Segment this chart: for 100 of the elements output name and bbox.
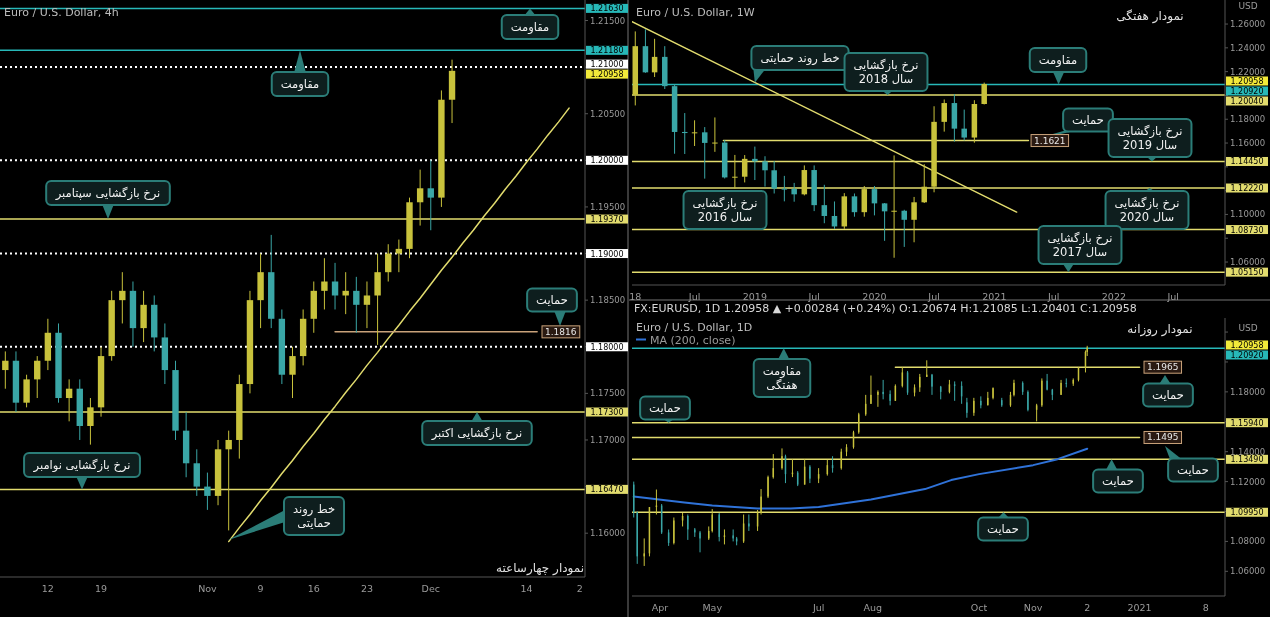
x-tick-label: Apr: [651, 601, 669, 613]
candlestick: [65, 378, 73, 422]
annotation: نرخ بازگشایی نوامبر: [32, 458, 131, 473]
text: 1.20958: [590, 69, 624, 79]
x-tick-label: May: [702, 601, 723, 613]
x-tick-label: 16: [307, 582, 320, 594]
annotation: حمایت: [536, 293, 568, 307]
y-tick-label: 1.22000: [1230, 66, 1266, 77]
y-tick-label: 1.18000: [1230, 386, 1266, 397]
candlestick: [140, 290, 147, 343]
text: نمودار هفتگی: [1116, 9, 1184, 24]
y-axis-title: USD: [1238, 1, 1258, 11]
candlestick: [193, 448, 200, 497]
annotation: نرخ بازگشایی سال 2018: [853, 57, 919, 87]
candlestick: [416, 169, 424, 227]
candlestick: [321, 257, 328, 310]
y-tick-label: 1.14000: [1230, 446, 1266, 457]
text: FX:EURUSD, 1D 1.20958 ▲ +0.00284 (+0.24%) O:1.20674 H:1.21085 L:1.20401 C:1.20958: [634, 301, 1137, 315]
annotation: حمایت: [1102, 474, 1134, 488]
ref-line-label: 1.12220: [1230, 183, 1264, 193]
annotation: حمایت: [1072, 113, 1104, 127]
ref-line-label: 1.17300: [590, 407, 624, 417]
callout: خط روند حمایتی: [228, 496, 345, 540]
y-tick-label: 1.08000: [1230, 536, 1266, 547]
ref-line-label: 1.08730: [1230, 225, 1264, 235]
annotation: حمایت: [649, 401, 681, 415]
candlestick: [395, 239, 403, 273]
x-tick-label: 2021: [982, 290, 1007, 302]
annotation: نرخ بازگشایی سال 2017: [1047, 230, 1113, 260]
x-tick-label: 2021: [1127, 601, 1152, 613]
ref-line-label: 1.16470: [590, 484, 624, 494]
candlestick: [643, 537, 645, 567]
annotation: نرخ بازگشایی سال 2016: [692, 195, 758, 225]
x-tick-label: Nov: [1023, 601, 1043, 613]
candlestick: [919, 373, 921, 393]
candlestick: [353, 276, 360, 334]
candlestick: [748, 514, 750, 532]
candlestick: [966, 397, 968, 419]
candlestick: [941, 98, 947, 133]
candlestick: [1013, 379, 1015, 397]
callout: حمایت: [977, 512, 1029, 542]
candlestick: [889, 389, 891, 406]
y-tick-label: 1.18000: [1230, 114, 1266, 125]
candlestick: [119, 271, 126, 324]
legend-label: MA (200, close): [650, 333, 736, 346]
annotation: خط روند حمایتی: [292, 501, 336, 531]
x-tick-label: 23: [360, 582, 373, 594]
y-tick-label: 1.17500: [590, 388, 626, 399]
x-tick-label: Jul: [687, 290, 701, 302]
candlestick: [781, 447, 783, 471]
callout: حمایت: [1142, 375, 1194, 408]
y-axis-title: USD: [1238, 323, 1258, 333]
x-tick-label: Jul: [927, 290, 940, 302]
candlestick: [809, 464, 811, 484]
callout: مقاومت: [1028, 47, 1088, 85]
candlestick: [870, 375, 872, 405]
ref-line-label: 1.13490: [1230, 454, 1264, 464]
annotation: مقاومت: [510, 20, 550, 35]
callout: حمایت: [639, 395, 691, 423]
candlestick: [767, 475, 769, 499]
candlestick: [921, 163, 927, 204]
candlestick: [673, 516, 675, 545]
candlestick: [953, 380, 956, 402]
candlestick: [992, 386, 994, 400]
text: نمودار چهارساعته: [495, 561, 585, 576]
x-tick-label: Jul: [807, 290, 820, 302]
text: Euro / U.S. Dollar, 4h: [4, 5, 119, 19]
ref-line-label: 1.20920: [1230, 350, 1264, 360]
callout: نرخ بازگشایی سال 2017: [1037, 225, 1123, 273]
candlestick: [225, 430, 232, 531]
y-tick-label: 1.06000: [1230, 566, 1266, 577]
callout: نرخ بازگشایی نوامبر: [23, 452, 141, 490]
x-tick-label: 2022: [1101, 290, 1127, 302]
ref-line-label: 1.20000: [590, 155, 624, 165]
annotation: حمایت: [987, 522, 1019, 536]
candlestick: [1027, 389, 1029, 412]
chart-subtitle: نمودار روزانه: [1127, 322, 1193, 337]
ref-line-label: 1.20920: [1230, 86, 1264, 96]
candlestick: [1046, 373, 1048, 391]
candlestick: [712, 116, 718, 153]
x-tick-label: 9: [257, 582, 264, 594]
y-tick-label: 1.21500: [590, 15, 626, 26]
candlestick: [87, 397, 94, 446]
ref-line-label: 1.09950: [1230, 507, 1264, 517]
candlestick: [711, 508, 713, 533]
x-tick-label: Jul: [811, 601, 825, 613]
callout: نرخ بازگشایی سال 2018: [843, 52, 929, 95]
x-tick-label: 2: [576, 582, 583, 594]
ref-line-label: 1.20040: [1230, 96, 1264, 106]
candlestick: [961, 109, 967, 141]
candlestick: [732, 528, 734, 542]
callout: حمایت: [1165, 446, 1219, 483]
x-tick-label: 18: [629, 290, 642, 302]
x-tick-label: 12: [41, 582, 54, 594]
candlestick: [342, 271, 349, 315]
annotation: 1.1965: [1147, 362, 1179, 373]
candlestick: [385, 243, 392, 283]
candlestick: [891, 154, 897, 259]
text: Euro / U.S. Dollar, 1W: [636, 5, 755, 19]
text: 1.20958: [1230, 340, 1264, 350]
